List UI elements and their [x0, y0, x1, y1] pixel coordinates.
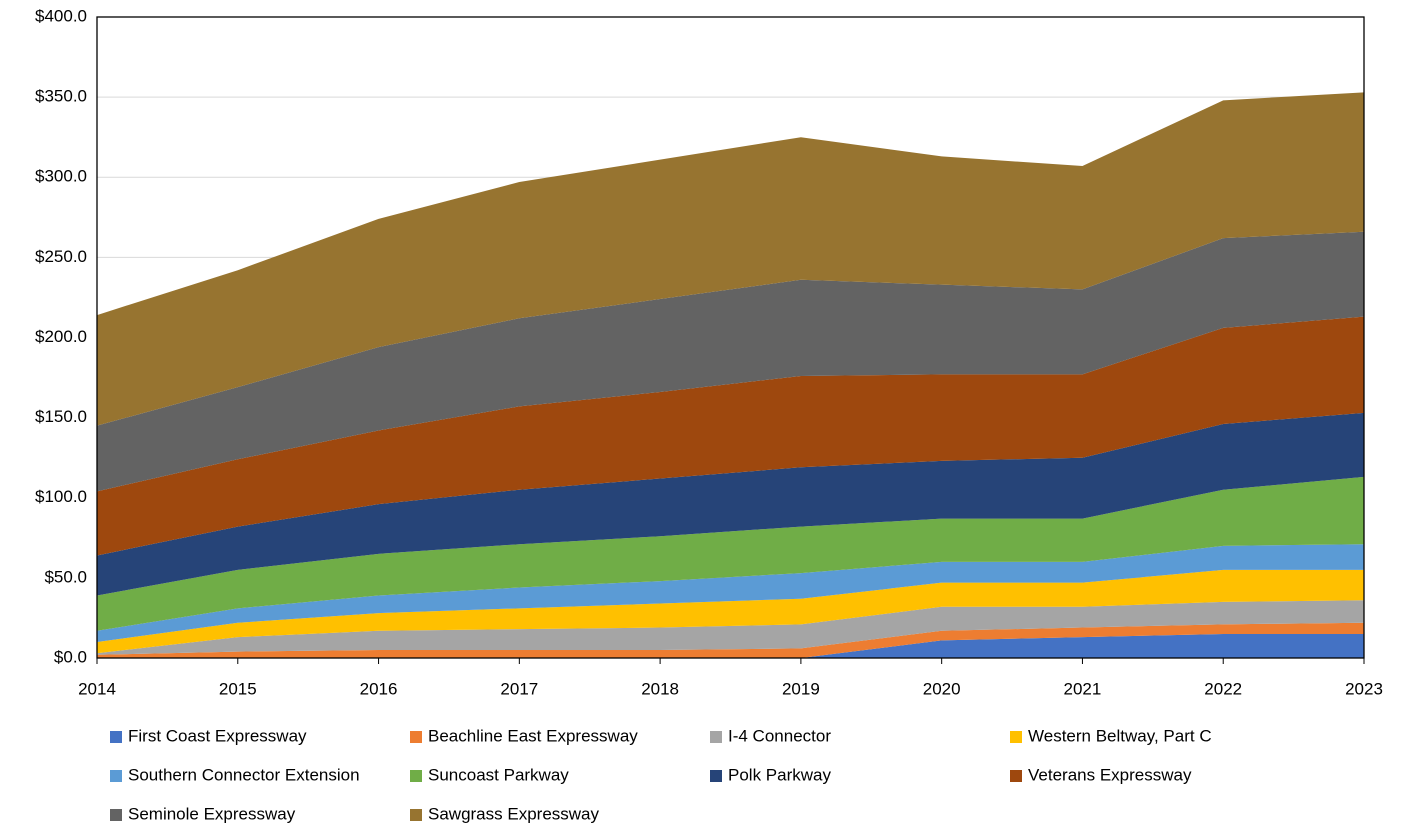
y-tick-label: $0.0 [54, 647, 87, 666]
x-tick-label: 2017 [500, 679, 538, 698]
x-tick-label: 2023 [1345, 679, 1383, 698]
legend-swatch [410, 770, 422, 782]
x-tick-label: 2015 [219, 679, 257, 698]
x-tick-label: 2014 [78, 679, 116, 698]
legend-label: Suncoast Parkway [428, 765, 569, 784]
y-tick-label: $400.0 [35, 6, 87, 25]
area [97, 231, 1364, 492]
legend-label: First Coast Expressway [128, 726, 307, 745]
legend-label: Southern Connector Extension [128, 765, 360, 784]
y-tick-label: $150.0 [35, 407, 87, 426]
x-tick-label: 2018 [641, 679, 679, 698]
legend-label: Veterans Expressway [1028, 765, 1192, 784]
legend-swatch [710, 770, 722, 782]
legend-label: Seminole Expressway [128, 804, 296, 823]
y-tick-label: $300.0 [35, 167, 87, 186]
legend-swatch [710, 731, 722, 743]
x-tick-label: 2016 [360, 679, 398, 698]
area [97, 544, 1364, 642]
legend-swatch [1010, 770, 1022, 782]
y-tick-label: $250.0 [35, 247, 87, 266]
area [97, 316, 1364, 556]
area [97, 600, 1364, 655]
legend-label: I-4 Connector [728, 726, 831, 745]
x-tick-label: 2019 [782, 679, 820, 698]
y-tick-label: $350.0 [35, 87, 87, 106]
legend-swatch [110, 731, 122, 743]
y-tick-label: $50.0 [44, 567, 87, 586]
legend-swatch [110, 809, 122, 821]
plot-border [96, 16, 1365, 659]
area [97, 476, 1364, 631]
area [97, 622, 1364, 658]
area [97, 569, 1364, 654]
x-tick-label: 2022 [1204, 679, 1242, 698]
area [97, 412, 1364, 596]
y-tick-label: $200.0 [35, 327, 87, 346]
legend-swatch [110, 770, 122, 782]
legend-swatch [410, 731, 422, 743]
legend-swatch [1010, 731, 1022, 743]
legend-label: Beachline East Expressway [428, 726, 638, 745]
legend-label: Polk Parkway [728, 765, 831, 784]
x-tick-label: 2020 [923, 679, 961, 698]
area [97, 92, 1364, 426]
legend-label: Sawgrass Expressway [428, 804, 600, 823]
legend-label: Western Beltway, Part C [1028, 726, 1212, 745]
x-tick-label: 2021 [1064, 679, 1102, 698]
area [97, 633, 1364, 658]
legend-swatch [410, 809, 422, 821]
y-tick-label: $100.0 [35, 487, 87, 506]
